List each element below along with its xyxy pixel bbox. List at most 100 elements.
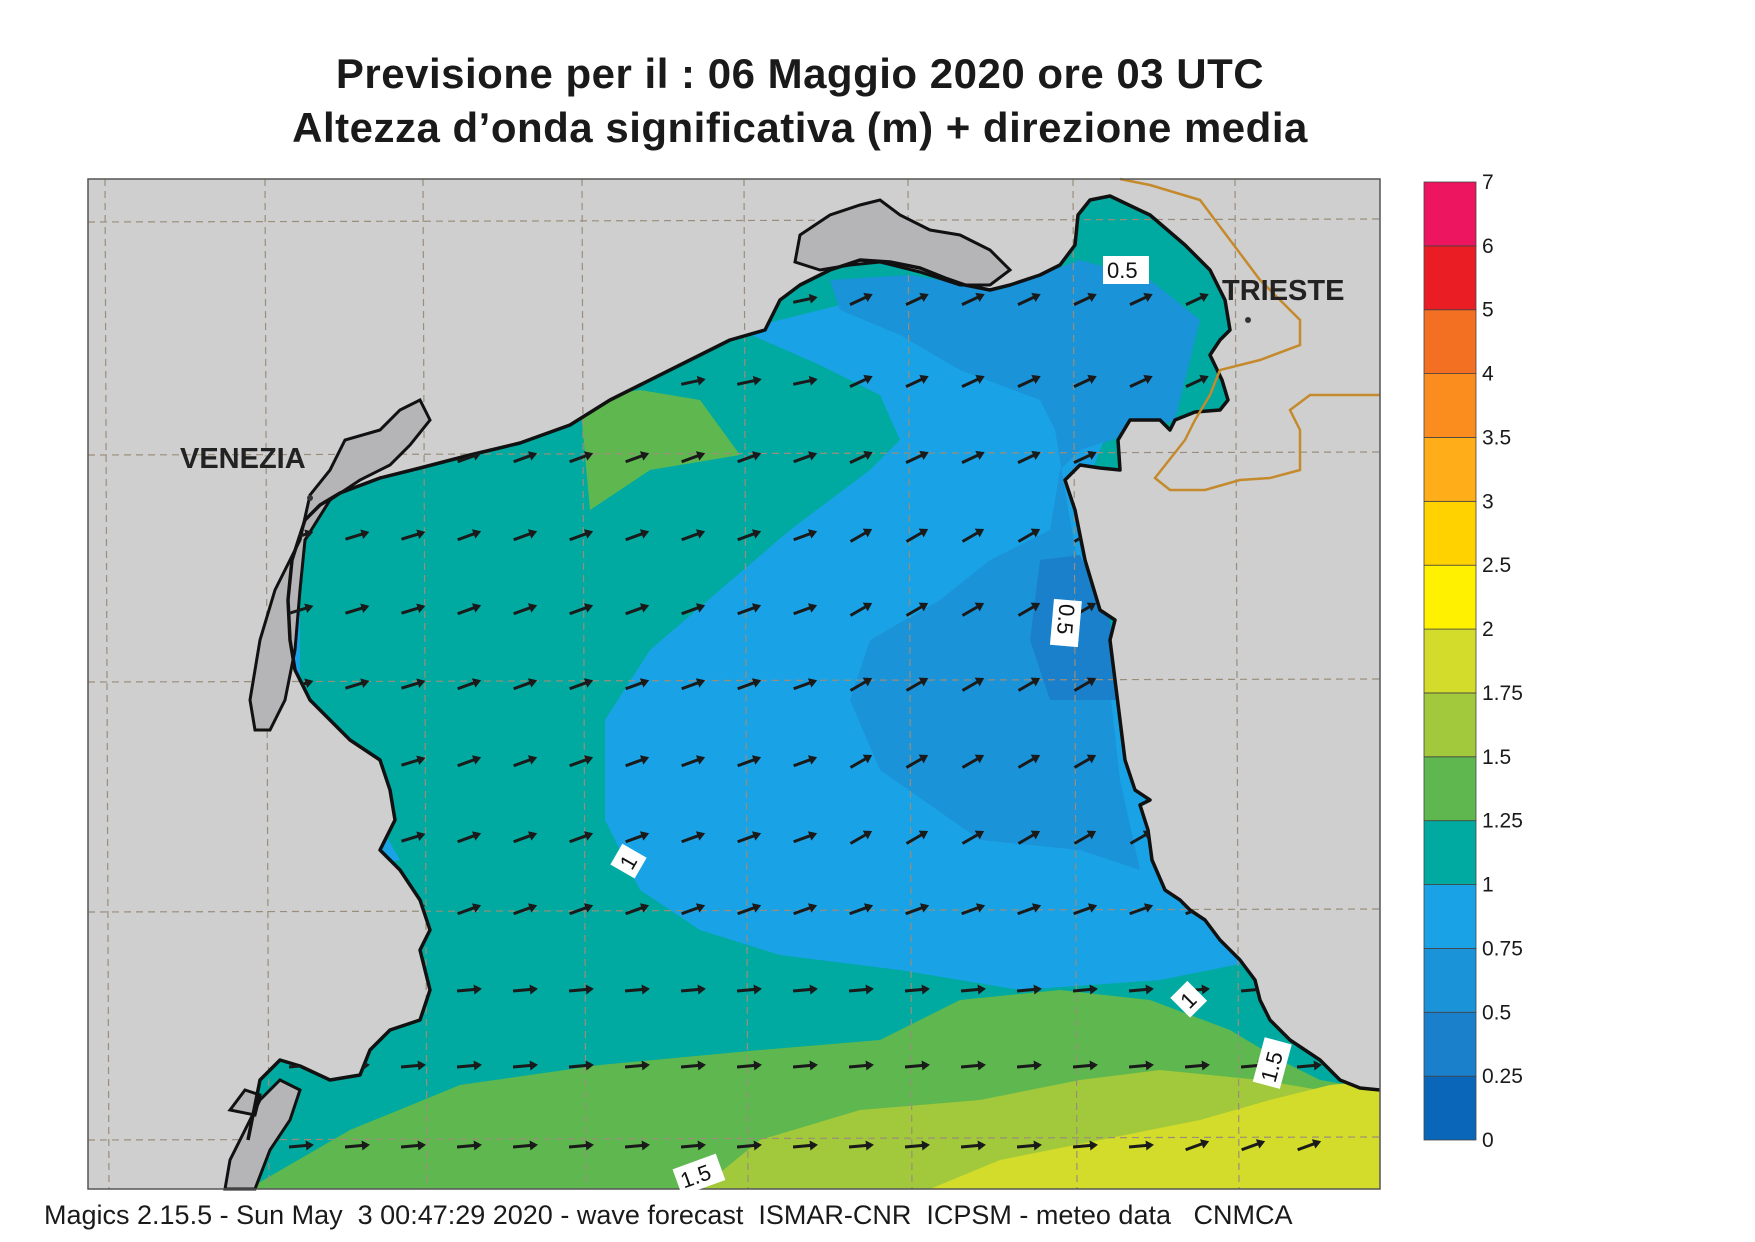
wave-direction-arrow <box>849 677 873 692</box>
wave-direction-arrow <box>849 374 873 389</box>
wave-direction-arrow <box>961 450 985 465</box>
wave-direction-arrow <box>961 677 985 692</box>
wave-direction-arrow <box>736 1060 762 1071</box>
wave-direction-arrow <box>1129 903 1154 916</box>
colorbar-tick-label: 0.25 <box>1482 1065 1523 1088</box>
wave-direction-arrow <box>401 755 426 767</box>
wave-direction-arrow <box>401 678 426 690</box>
coastline-west <box>246 534 432 1141</box>
wave-direction-arrow <box>1184 1060 1210 1071</box>
wave-direction-arrow <box>737 603 762 616</box>
colorbar-tick-label: 1.25 <box>1482 810 1523 833</box>
wave-direction-arrow <box>456 1060 482 1071</box>
colorbar-tick-label: 7 <box>1482 171 1494 194</box>
zone-0.5-0.75-east <box>830 260 1200 870</box>
wave-direction-arrow <box>400 1140 426 1151</box>
wave-direction-arrow <box>960 1060 986 1071</box>
city-label-venezia: VENEZIA <box>180 443 306 475</box>
wave-direction-arrow <box>512 1140 538 1151</box>
wave-direction-arrow <box>1016 1060 1042 1071</box>
wave-direction-arrow <box>905 528 929 543</box>
colorbar-tick-label: 5 <box>1482 299 1494 322</box>
wave-direction-arrow <box>569 831 594 844</box>
city-marker-venezia <box>307 495 313 501</box>
colorbar-tick-label: 0 <box>1482 1129 1494 1152</box>
wave-direction-arrow <box>456 1140 482 1151</box>
wave-direction-arrow <box>1073 830 1097 845</box>
wave-direction-arrow <box>568 1060 594 1071</box>
wave-direction-arrow <box>569 903 594 916</box>
wave-direction-arrow <box>849 602 873 617</box>
wave-direction-arrow <box>288 1140 314 1151</box>
svg-text:0.5: 0.5 <box>1052 603 1080 636</box>
colorbar-swatch <box>1423 1075 1477 1141</box>
grid-meridian <box>743 179 749 1189</box>
wave-direction-arrow <box>849 528 873 543</box>
colorbar-swatch <box>1423 181 1477 247</box>
wave-direction-arrow <box>1128 1140 1154 1151</box>
wave-direction-arrow <box>1017 450 1041 465</box>
colorbar-tick-label: 0.5 <box>1482 1001 1511 1024</box>
wave-direction-arrow <box>848 1140 874 1151</box>
contour-label-1-central: 1 <box>610 843 647 879</box>
venice-lagoon <box>248 397 432 732</box>
wave-direction-arrow <box>680 375 706 386</box>
wave-direction-arrow <box>624 984 650 995</box>
coastline <box>298 194 1381 1092</box>
wave-direction-arrow <box>1017 602 1041 617</box>
wave-direction-arrow <box>457 678 482 691</box>
wave-direction-arrow <box>512 984 538 995</box>
colorbar-swatch <box>1423 309 1477 375</box>
colorbar-tick-label: 2.5 <box>1482 554 1511 577</box>
wave-direction-arrow <box>1016 984 1042 995</box>
wave-direction-arrow <box>1073 292 1097 307</box>
wave-direction-arrow <box>625 603 650 616</box>
wave-direction-arrow <box>457 755 482 768</box>
wave-direction-arrow <box>625 831 650 844</box>
wave-direction-arrow <box>401 831 426 843</box>
wave-direction-arrow <box>680 984 706 995</box>
wave-direction-arrow <box>624 1140 650 1151</box>
wave-direction-arrow <box>513 903 538 916</box>
colorbar-swatch <box>1423 1011 1477 1077</box>
wave-direction-arrow <box>1296 1060 1322 1071</box>
wave-direction-arrow <box>681 903 706 916</box>
wave-direction-arrow <box>793 755 818 768</box>
wave-direction-arrow <box>1073 450 1097 465</box>
wave-direction-arrow <box>1185 374 1209 389</box>
wave-direction-arrow <box>960 984 986 995</box>
wave-direction-arrow <box>905 374 929 389</box>
wave-direction-arrow <box>1017 374 1041 389</box>
wave-direction-arrow <box>904 1140 930 1151</box>
wave-direction-arrow <box>736 1140 762 1151</box>
wave-direction-arrow <box>1129 374 1153 389</box>
wave-direction-arrow <box>793 903 818 916</box>
wave-direction-arrow <box>681 529 706 542</box>
wave-direction-arrow <box>681 831 706 844</box>
colorbar-tick-label: 1.5 <box>1482 746 1511 769</box>
wave-direction-arrow <box>793 529 818 542</box>
colorbar-swatch <box>1423 437 1477 502</box>
city-label-trieste: TRIESTE <box>1222 275 1344 307</box>
wave-direction-arrow <box>457 603 482 616</box>
wave-direction-arrow <box>681 678 706 691</box>
wave-direction-arrow <box>1072 1060 1098 1071</box>
wave-direction-arrow <box>625 903 650 916</box>
wave-direction-arrow <box>569 678 594 691</box>
wave-direction-arrow <box>849 450 873 465</box>
wave-direction-arrow <box>905 754 929 769</box>
wave-direction-arrow <box>737 903 762 916</box>
wave-direction-arrow <box>960 1140 986 1151</box>
wave-direction-arrow <box>401 529 426 541</box>
wave-direction-arrow <box>792 1140 818 1151</box>
wave-direction-arrow <box>904 984 930 995</box>
wave-direction-arrow <box>1017 528 1041 543</box>
wave-direction-arrow <box>792 1060 818 1071</box>
wave-direction-arrow <box>568 984 594 995</box>
wave-direction-arrow <box>569 603 594 616</box>
wave-direction-arrow <box>792 375 818 386</box>
wave-direction-arrow <box>793 603 818 616</box>
wave-direction-arrow <box>569 755 594 768</box>
colorbar: 0 0.25 0.5 0.75 1 1.25 1.5 1.75 2 2.5 3 3.5 4 5 6 7 <box>1423 171 1523 1152</box>
